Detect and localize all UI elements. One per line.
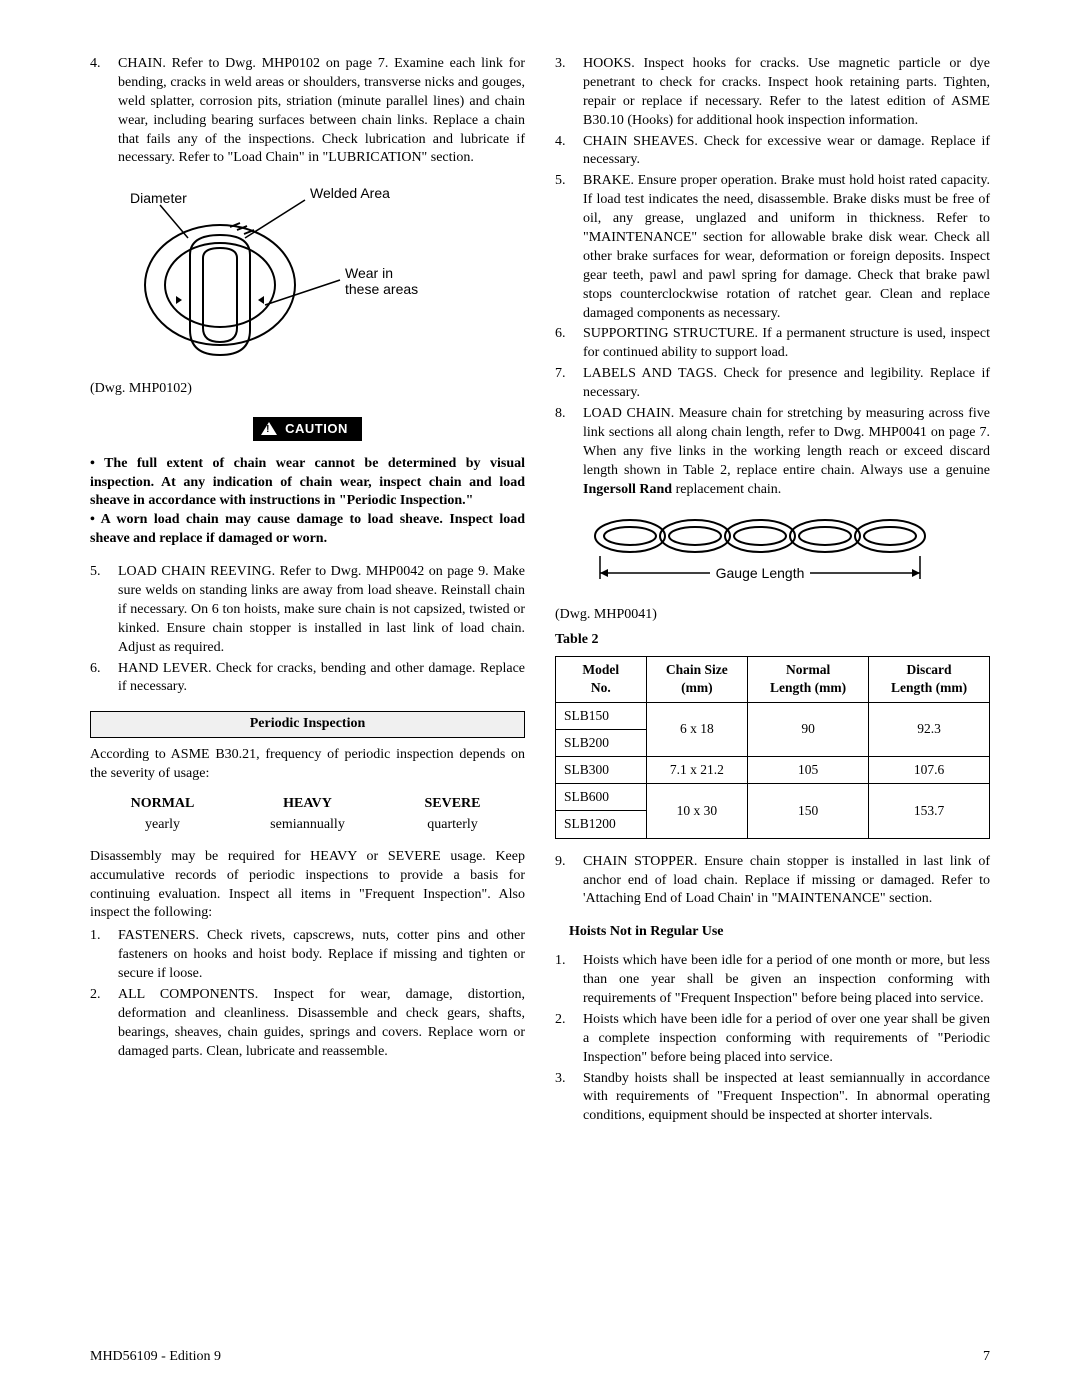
list-item: 9. CHAIN STOPPER. Ensure chain stopper i…: [555, 853, 990, 910]
footer-page-number: 7: [983, 1348, 990, 1367]
freq-header: SEVERE: [380, 794, 525, 815]
list-item: 6. HAND LEVER. Check for cracks, bending…: [90, 660, 525, 698]
item-number: 5.: [90, 563, 118, 657]
list-item: 7. LABELS AND TAGS. Check for presence a…: [555, 365, 990, 403]
drawing-reference: (Dwg. MHP0102): [90, 380, 525, 399]
welded-area-label: Welded Area: [310, 185, 390, 201]
periodic-intro: According to ASME B30.21, frequency of p…: [90, 746, 525, 784]
table-cell: 107.6: [869, 757, 990, 784]
list-item: 5. BRAKE. Ensure proper operation. Brake…: [555, 172, 990, 323]
table-header: NormalLength (mm): [748, 657, 869, 702]
table-cell: 7.1 x 21.2: [646, 757, 748, 784]
item-number: 1.: [555, 952, 583, 1009]
item-text: Hoists which have been idle for a period…: [583, 952, 990, 1009]
item-number: 5.: [555, 172, 583, 323]
list-item: 4. CHAIN. Refer to Dwg. MHP0102 on page …: [90, 55, 525, 168]
item8-pre: LOAD CHAIN. Measure chain for stretching…: [583, 406, 990, 478]
item-number: 4.: [90, 55, 118, 168]
frequency-table: NORMAL HEAVY SEVERE yearly semiannually …: [90, 794, 525, 836]
table-header: DiscardLength (mm): [869, 657, 990, 702]
chain-size-table: ModelNo. Chain Size(mm) NormalLength (mm…: [555, 656, 990, 839]
freq-header: HEAVY: [235, 794, 380, 815]
freq-value: quarterly: [380, 815, 525, 836]
table-title: Table 2: [555, 631, 990, 650]
item-text: CHAIN. Refer to Dwg. MHP0102 on page 7. …: [118, 55, 525, 168]
item-text: FASTENERS. Check rivets, capscrews, nuts…: [118, 927, 525, 984]
list-item: 2. ALL COMPONENTS. Inspect for wear, dam…: [90, 986, 525, 1062]
list-item: 3. HOOKS. Inspect hooks for cracks. Use …: [555, 55, 990, 131]
item-text: HOOKS. Inspect hooks for cracks. Use mag…: [583, 55, 990, 131]
item-text: ALL COMPONENTS. Inspect for wear, damage…: [118, 986, 525, 1062]
caution-label: CAUTION: [285, 420, 348, 438]
table-cell: 150: [748, 784, 869, 838]
freq-header: NORMAL: [90, 794, 235, 815]
diameter-label: Diameter: [130, 190, 187, 206]
gauge-length-label: Gauge Length: [716, 565, 805, 581]
page-footer: MHD56109 - Edition 9 7: [90, 1348, 990, 1367]
item-number: 4.: [555, 133, 583, 171]
table-header: Chain Size(mm): [646, 657, 748, 702]
table-cell: 90: [748, 702, 869, 756]
item-number: 7.: [555, 365, 583, 403]
table-header: ModelNo.: [556, 657, 647, 702]
item-number: 9.: [555, 853, 583, 910]
list-item: 1. FASTENERS. Check rivets, capscrews, n…: [90, 927, 525, 984]
periodic-paragraph: Disassembly may be required for HEAVY or…: [90, 848, 525, 924]
table-cell: SLB300: [556, 757, 647, 784]
item-text: SUPPORTING STRUCTURE. If a permanent str…: [583, 325, 990, 363]
item-text: LOAD CHAIN. Measure chain for stretching…: [583, 405, 990, 499]
item-text: LOAD CHAIN REEVING. Refer to Dwg. MHP004…: [118, 563, 525, 657]
periodic-inspection-header: Periodic Inspection: [90, 711, 525, 738]
freq-value: yearly: [90, 815, 235, 836]
item-text: CHAIN SHEAVES. Check for excessive wear …: [583, 133, 990, 171]
item-number: 1.: [90, 927, 118, 984]
item-text: Hoists which have been idle for a period…: [583, 1011, 990, 1068]
table-cell: SLB200: [556, 729, 647, 756]
list-item: 1. Hoists which have been idle for a per…: [555, 952, 990, 1009]
brand-name: Ingersoll Rand: [583, 482, 672, 497]
item-number: 6.: [90, 660, 118, 698]
table-cell: 153.7: [869, 784, 990, 838]
table-cell: 6 x 18: [646, 702, 748, 756]
freq-value: semiannually: [235, 815, 380, 836]
item-number: 6.: [555, 325, 583, 363]
item-text: CHAIN STOPPER. Ensure chain stopper is i…: [583, 853, 990, 910]
item-text: Standby hoists shall be inspected at lea…: [583, 1070, 990, 1127]
left-column: 4. CHAIN. Refer to Dwg. MHP0102 on page …: [90, 55, 525, 1128]
item-number: 2.: [90, 986, 118, 1062]
list-item: 2. Hoists which have been idle for a per…: [555, 1011, 990, 1068]
item-text: HAND LEVER. Check for cracks, bending an…: [118, 660, 525, 698]
table-cell: 105: [748, 757, 869, 784]
table-cell: 10 x 30: [646, 784, 748, 838]
item-text: LABELS AND TAGS. Check for presence and …: [583, 365, 990, 403]
list-item: 4. CHAIN SHEAVES. Check for excessive we…: [555, 133, 990, 171]
list-item: 6. SUPPORTING STRUCTURE. If a permanent …: [555, 325, 990, 363]
not-regular-use-header: Hoists Not in Regular Use: [569, 923, 990, 942]
item8-post: replacement chain.: [672, 482, 781, 497]
list-item: 5. LOAD CHAIN REEVING. Refer to Dwg. MHP…: [90, 563, 525, 657]
table-cell: SLB600: [556, 784, 647, 811]
table-cell: SLB1200: [556, 811, 647, 838]
caution-text: • The full extent of chain wear cannot b…: [90, 455, 525, 549]
wear-label-2: these areas: [345, 281, 418, 297]
warning-icon: [261, 422, 277, 435]
gauge-length-figure: Gauge Length: [555, 511, 990, 598]
table-cell: 92.3: [869, 702, 990, 756]
drawing-reference: (Dwg. MHP0041): [555, 606, 990, 625]
item-number: 3.: [555, 1070, 583, 1127]
footer-left: MHD56109 - Edition 9: [90, 1348, 221, 1367]
item-number: 8.: [555, 405, 583, 499]
item-number: 3.: [555, 55, 583, 131]
item-text: BRAKE. Ensure proper operation. Brake mu…: [583, 172, 990, 323]
item-number: 2.: [555, 1011, 583, 1068]
right-column: 3. HOOKS. Inspect hooks for cracks. Use …: [555, 55, 990, 1128]
chain-wear-figure: Diameter Welded Area Wear in these areas: [90, 180, 525, 372]
list-item: 3. Standby hoists shall be inspected at …: [555, 1070, 990, 1127]
caution-badge: CAUTION: [253, 417, 362, 441]
list-item: 8. LOAD CHAIN. Measure chain for stretch…: [555, 405, 990, 499]
wear-label-1: Wear in: [345, 265, 393, 281]
table-cell: SLB150: [556, 702, 647, 729]
